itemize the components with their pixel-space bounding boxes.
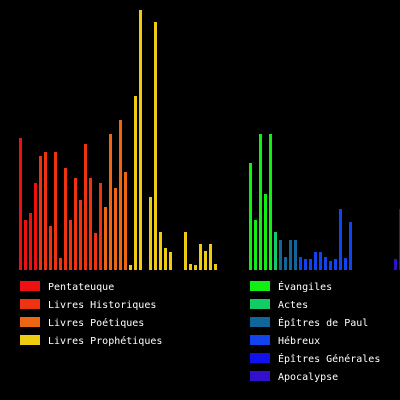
- legend-swatch-pentateuque: [20, 281, 40, 291]
- legend-label-actes: Actes: [278, 300, 308, 311]
- legend-swatch-livres-poetiques: [20, 317, 40, 327]
- bar-livres-historiques-13: [99, 183, 102, 270]
- legend-label-livres-historiques: Livres Historiques: [48, 300, 156, 311]
- bar-livres-poetiques-5: [124, 172, 127, 270]
- bar-epitres-de-paul-1: [279, 240, 282, 270]
- bar-hebreux-4: [314, 252, 317, 270]
- bar-livres-historiques-12: [94, 233, 97, 270]
- bar-hebreux-2: [304, 259, 307, 270]
- legend-swatch-livres-historiques: [20, 299, 40, 309]
- bar-livres-historiques-3: [49, 226, 52, 270]
- bar-hebreux-6: [324, 257, 327, 270]
- bar-pentateuque-3: [29, 213, 32, 270]
- bar-hebreux-7: [329, 261, 332, 270]
- bar-livres-prophetiques-6: [154, 22, 157, 270]
- bar-livres-prophetiques-18: [214, 264, 217, 270]
- bar-livres-prophetiques-13: [189, 264, 192, 270]
- bar-livres-prophetiques-14: [194, 265, 197, 270]
- bar-epitres-de-paul-2: [284, 257, 287, 270]
- bar-pentateuque-1: [19, 138, 22, 270]
- bar-livres-prophetiques-15: [199, 244, 202, 270]
- legend-swatch-evangiles: [250, 281, 270, 291]
- bar-livres-historiques-7: [69, 220, 72, 270]
- bar-livres-prophetiques-1: [129, 265, 132, 270]
- bar-livres-prophetiques-17: [209, 244, 212, 270]
- bar-livres-historiques-1: [39, 156, 42, 270]
- bar-hebreux-8: [334, 259, 337, 270]
- bar-pentateuque-2: [24, 220, 27, 270]
- bar-evangiles-4: [264, 194, 267, 270]
- bar-livres-historiques-10: [84, 144, 87, 270]
- bar-livres-poetiques-4: [119, 120, 122, 270]
- bar-hebreux-9: [339, 209, 342, 270]
- bar-evangiles-1: [249, 163, 252, 270]
- bar-actes-1: [274, 232, 277, 270]
- bar-hebreux-5: [319, 252, 322, 270]
- legend-swatch-apocalypse: [250, 371, 270, 381]
- bar-livres-poetiques-3: [114, 188, 117, 270]
- bar-evangiles-3: [259, 134, 262, 270]
- bar-apocalypse-1: [394, 259, 397, 270]
- legend-label-pentateuque: Pentateuque: [48, 282, 114, 293]
- legend-label-evangiles: Évangiles: [278, 280, 332, 293]
- bar-hebreux-10: [344, 258, 347, 270]
- legend-label-livres-poetiques: Livres Poétiques: [48, 317, 144, 329]
- bar-livres-poetiques-2: [109, 134, 112, 270]
- bar-livres-prophetiques-5: [149, 197, 152, 270]
- bars: [19, 10, 400, 270]
- legend-swatch-hebreux: [250, 335, 270, 345]
- legend-label-epitres-de-paul: Épîtres de Paul: [278, 316, 368, 329]
- bar-livres-historiques-8: [74, 178, 77, 270]
- bar-livres-historiques-4: [54, 152, 57, 270]
- bar-livres-prophetiques-12: [184, 232, 187, 270]
- legend-swatch-actes: [250, 299, 270, 309]
- bar-hebreux-11: [349, 222, 352, 270]
- legend: Pentateuque Livres Historiques Livres Poét…: [20, 280, 380, 383]
- bar-livres-poetiques-1: [104, 207, 107, 270]
- legend-swatch-epitres-de-paul: [250, 317, 270, 327]
- bar-epitres-de-paul-4: [294, 240, 297, 270]
- bar-livres-prophetiques-3: [139, 10, 142, 270]
- bar-evangiles-5: [269, 134, 272, 270]
- legend-swatch-livres-prophetiques: [20, 335, 40, 345]
- bar-livres-prophetiques-16: [204, 251, 207, 270]
- legend-label-livres-prophetiques: Livres Prophétiques: [48, 335, 162, 347]
- bar-livres-historiques-5: [59, 258, 62, 270]
- bar-livres-historiques-9: [79, 200, 82, 270]
- bar-livres-prophetiques-8: [164, 248, 167, 270]
- bar-livres-prophetiques-9: [169, 252, 172, 270]
- bar-livres-prophetiques-2: [134, 96, 137, 270]
- bar-pentateuque-4: [34, 183, 37, 270]
- legend-swatch-epitres-generales: [250, 353, 270, 363]
- bar-livres-prophetiques-7: [159, 232, 162, 270]
- bar-livres-historiques-11: [89, 178, 92, 270]
- bar-epitres-de-paul-3: [289, 240, 292, 270]
- bar-evangiles-2: [254, 220, 257, 270]
- legend-label-hebreux: Hébreux: [278, 335, 320, 347]
- bar-hebreux-1: [299, 257, 302, 270]
- legend-label-apocalypse: Apocalypse: [278, 372, 338, 383]
- bar-livres-historiques-6: [64, 168, 67, 270]
- bar-livres-historiques-2: [44, 152, 47, 270]
- legend-label-epitres-generales: Épîtres Générales: [278, 352, 380, 365]
- bar-hebreux-3: [309, 259, 312, 270]
